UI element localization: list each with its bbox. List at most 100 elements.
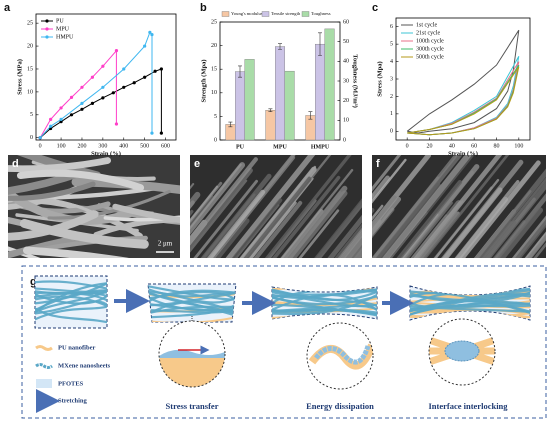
pu-fiber — [272, 287, 377, 291]
sem-fiber — [372, 204, 384, 221]
sem-fiber — [314, 198, 362, 258]
x-tick-label: 100 — [57, 143, 66, 149]
bar — [284, 70, 295, 141]
sem-fiber — [339, 229, 362, 258]
point — [111, 91, 115, 95]
point — [148, 30, 152, 34]
legend-label: Toughness — [311, 11, 331, 16]
sem-fiber — [8, 157, 111, 173]
point — [143, 75, 147, 79]
y-axis-label: Strength (Mpa) — [200, 59, 207, 102]
sem-fiber — [498, 207, 544, 258]
legend-label: HMPU — [56, 34, 74, 40]
mxene-fiber — [35, 287, 107, 293]
mxene-fiber — [35, 292, 107, 302]
x-tick-label: MPU — [273, 144, 287, 150]
sem-fiber — [372, 175, 390, 202]
y2-axis-label: Toughness (MJ/m³) — [352, 54, 359, 108]
y-tick-label: 20 — [27, 43, 33, 49]
sem-fiber — [423, 155, 510, 258]
sem-fiber — [405, 201, 453, 258]
mxene-fiber — [148, 289, 236, 314]
series-line — [39, 49, 117, 138]
sem-fiber — [281, 209, 324, 258]
error-bar — [278, 43, 282, 50]
mxene-fiber — [148, 284, 236, 298]
x-axis-label: Strain (%) — [91, 150, 121, 157]
sem-fiber — [8, 233, 86, 258]
zoom-circle — [307, 323, 373, 389]
panel-label: g — [30, 276, 37, 288]
legend-text: PU nanofiber — [58, 344, 95, 351]
y-axis-label: Stress (Mpa) — [376, 61, 383, 96]
sem-fiber — [190, 185, 219, 223]
sem-fiber — [8, 181, 96, 201]
mxene — [314, 345, 371, 365]
mxene-fiber — [272, 293, 377, 306]
legend-marker — [45, 35, 49, 39]
chart: b 0 5 10 15 20 25 0 10 20 30 40 50 60 Strength (Mpa) To… — [200, 2, 359, 150]
sem-fiber — [19, 219, 149, 249]
sem-fiber — [190, 162, 246, 235]
schematic: g PU nanofiber MXene nanosheets PFOTES S… — [21, 265, 547, 419]
sem-fiber — [112, 203, 180, 224]
x-tick-label: 40 — [449, 143, 455, 149]
sem-fiber — [442, 187, 503, 258]
sem-fiber — [200, 173, 272, 258]
fiber-network — [35, 280, 107, 324]
y2-tick-label: 40 — [343, 59, 349, 65]
mxene-fiber — [272, 287, 377, 299]
mxene-fiber — [272, 304, 377, 317]
point — [69, 113, 74, 117]
point — [49, 117, 53, 121]
series-line — [407, 66, 520, 136]
y2-tick-label: 0 — [343, 137, 346, 143]
point — [150, 131, 154, 135]
y-tick-label: 1 — [390, 111, 393, 117]
mxene-fiber — [35, 280, 107, 290]
point — [101, 96, 105, 100]
legend-label: Young's modulus — [231, 11, 263, 16]
sem-fiber — [242, 176, 312, 258]
sem-fiber — [22, 246, 130, 258]
x-tick-label: 20 — [427, 143, 433, 149]
y-tick-label: 0 — [214, 137, 217, 143]
x-axis-label: Strain (%) — [448, 150, 478, 157]
sem-fiber — [474, 168, 546, 258]
sem-fiber — [533, 242, 546, 258]
sem-fiber — [193, 179, 258, 258]
y-tick-label: 15 — [211, 67, 217, 73]
sem-fiber — [206, 189, 266, 258]
y2-tick-label: 10 — [343, 118, 349, 124]
y-tick-label: 10 — [27, 89, 33, 95]
legend-swatch — [261, 11, 270, 17]
sem-fiber — [190, 167, 253, 250]
bar — [315, 43, 326, 141]
x-tick-label: 0 — [39, 143, 42, 149]
point — [101, 64, 105, 68]
legend-text: PFOTES — [58, 380, 84, 387]
point — [159, 67, 163, 71]
caption: Stress transfer — [166, 401, 219, 411]
legend-label: MPU — [56, 26, 70, 32]
y-tick-label: 25 — [27, 21, 33, 27]
sem-fiber — [190, 179, 248, 253]
sem-fiber — [10, 142, 130, 147]
x-tick-label: 300 — [98, 143, 107, 149]
sem-fiber — [372, 155, 459, 258]
error-bar — [238, 65, 242, 78]
y-axis-label: Stress (MPa) — [16, 59, 23, 95]
sem-fiber — [267, 199, 317, 258]
y-tick-label: 5 — [30, 112, 33, 118]
sem-fiber — [526, 234, 546, 258]
legend-label: Tensile strength — [271, 11, 301, 16]
sem-fiber — [8, 210, 99, 241]
point — [38, 136, 42, 140]
error-bar — [228, 121, 233, 128]
sem-fiber — [434, 178, 500, 258]
x-tick-label: 0 — [406, 143, 409, 149]
sem-fiber — [16, 169, 145, 192]
mxene-fiber — [410, 292, 530, 309]
sem-fiber — [373, 155, 463, 258]
y2-tick-label: 20 — [343, 98, 349, 104]
